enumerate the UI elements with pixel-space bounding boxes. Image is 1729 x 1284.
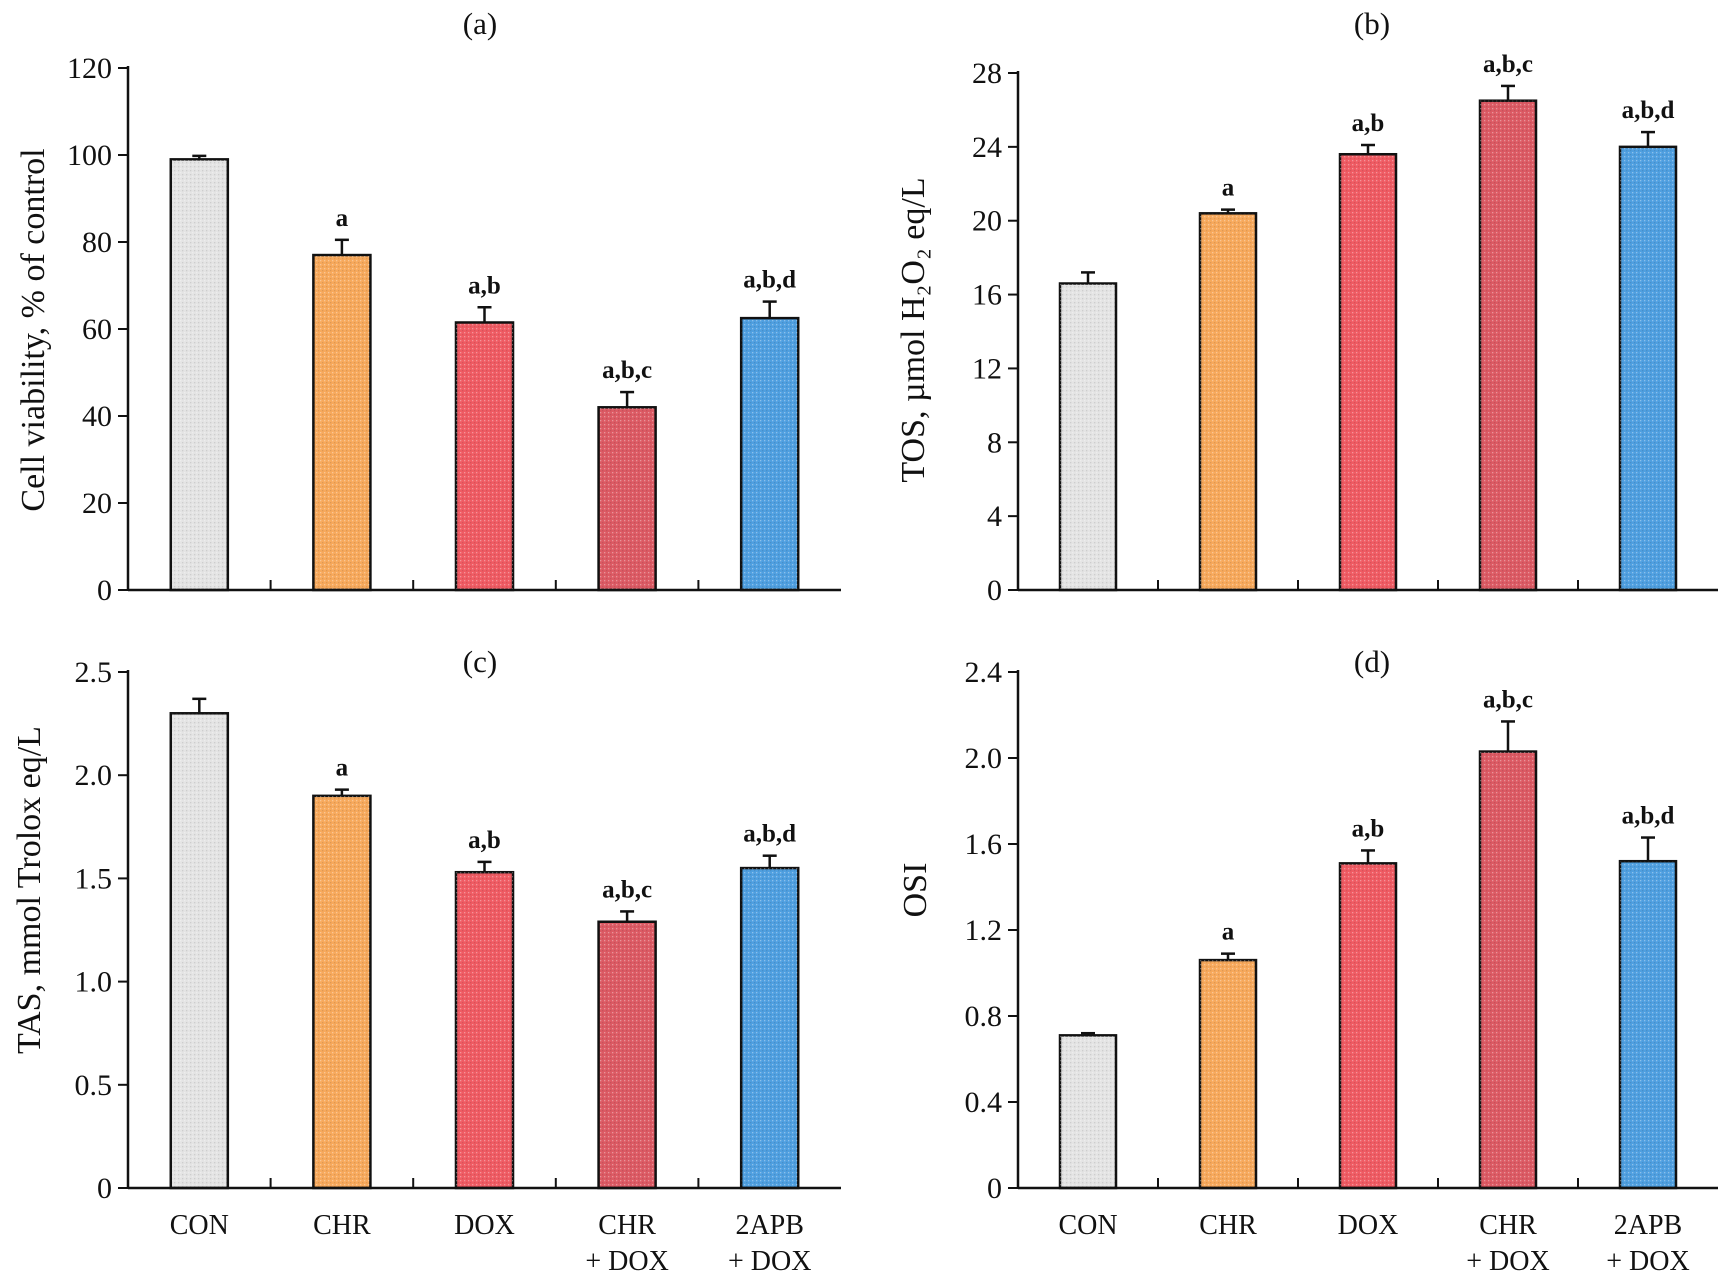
x-category-label: + DOX <box>728 1246 811 1277</box>
y-axis-title-c: TAS, mmol Trolox eq/L <box>11 726 48 1054</box>
significance-label: a,b,c <box>1483 686 1533 713</box>
y-tick-label: 8 <box>987 426 1002 459</box>
significance-label: a <box>336 755 349 782</box>
x-category-label: DOX <box>454 1210 515 1241</box>
panel-label-c: (c) <box>463 644 497 679</box>
significance-label: a,b,c <box>1483 51 1533 78</box>
significance-label: a,b,d <box>743 821 796 848</box>
y-tick-label: 0.5 <box>75 1069 113 1102</box>
y-tick-label: 2.0 <box>75 759 113 792</box>
significance-label: a <box>1222 175 1235 202</box>
bar-texture <box>1200 213 1256 591</box>
y-tick-label: 2.5 <box>75 656 113 689</box>
panel-c: (c) TAS, mmol Trolox eq/L 0 0.5 1.0 1.5 2.0 2… <box>11 644 841 1277</box>
bar-texture <box>455 322 514 590</box>
y-axis-title-a: Cell viability, % of control <box>15 148 52 511</box>
significance-label: a <box>336 205 349 232</box>
bar-texture <box>1060 1035 1116 1188</box>
panel-label-a: (a) <box>463 6 497 41</box>
y-tick-label: 28 <box>972 57 1002 90</box>
y-tick-label: 0.4 <box>965 1086 1003 1119</box>
significance-label: a,b <box>1352 110 1385 137</box>
bar-texture <box>1060 283 1116 590</box>
y-tick-label: 2.4 <box>965 656 1003 689</box>
x-category-label: CHR <box>1199 1210 1257 1241</box>
bar-texture <box>313 255 371 591</box>
significance-label: a,b <box>1352 815 1385 842</box>
y-tick-label: 1.5 <box>75 862 113 895</box>
y-tick-label: 1.2 <box>965 914 1003 947</box>
x-category-label: + DOX <box>1606 1246 1689 1277</box>
bar-texture <box>741 868 799 1188</box>
bar-texture <box>1480 100 1536 591</box>
significance-label: a,b,c <box>602 876 652 903</box>
x-category-label: CON <box>170 1210 229 1241</box>
significance-label: a,b <box>468 827 501 854</box>
y-tick-label: 4 <box>987 500 1002 533</box>
bar-texture <box>598 921 656 1188</box>
panel-a: (a) Cell viability, % of control 0 20 40 60… <box>15 6 841 607</box>
significance-label: a <box>1222 919 1235 946</box>
y-tick-label: 16 <box>972 279 1002 312</box>
bar-texture <box>741 318 799 590</box>
x-category-label: DOX <box>1338 1210 1399 1241</box>
y-tick-label: 0.8 <box>965 1000 1003 1033</box>
panel-label-b: (b) <box>1354 6 1390 41</box>
bar-texture <box>170 713 228 1188</box>
y-tick-label: 40 <box>82 400 112 433</box>
bar-texture <box>1620 861 1676 1188</box>
bar-texture <box>170 159 228 590</box>
significance-label: a,b,d <box>1622 97 1675 124</box>
bar-texture <box>1620 146 1676 590</box>
x-category-label: 2APB <box>1614 1210 1682 1241</box>
significance-label: a,b <box>468 272 501 299</box>
y-tick-label: 20 <box>82 487 112 520</box>
y-axis-title-d: OSI <box>897 863 934 918</box>
bar-texture <box>1340 863 1396 1188</box>
y-tick-label: 0 <box>987 1172 1002 1205</box>
y-tick-label: 0 <box>97 1172 112 1205</box>
bar-texture <box>1200 960 1256 1188</box>
y-tick-label: 2.0 <box>965 742 1003 775</box>
bar-texture <box>1480 751 1536 1188</box>
significance-label: a,b,c <box>602 357 652 384</box>
y-tick-label: 60 <box>82 313 112 346</box>
x-category-label: CON <box>1058 1210 1117 1241</box>
x-category-label: CHR <box>1479 1210 1537 1241</box>
x-category-label: + DOX <box>1466 1246 1549 1277</box>
significance-label: a,b,d <box>1622 803 1675 830</box>
y-tick-label: 120 <box>67 52 112 85</box>
bar-texture <box>1340 154 1396 590</box>
significance-label: a,b,d <box>743 267 796 294</box>
panel-label-d: (d) <box>1354 644 1390 679</box>
y-tick-label: 20 <box>972 205 1002 238</box>
panel-b: (b) TOS, µmol H₂O₂ eq/L 0 4 8 12 16 20 24 28 a a,… <box>895 6 1718 607</box>
x-category-label: CHR <box>598 1210 656 1241</box>
y-tick-label: 0 <box>987 574 1002 607</box>
bar-texture <box>598 407 656 590</box>
x-category-label: 2APB <box>735 1210 803 1241</box>
bar-texture <box>313 795 371 1188</box>
y-tick-label: 100 <box>67 139 112 172</box>
y-tick-label: 1.6 <box>965 828 1003 861</box>
panel-d: (d) OSI 0 0.4 0.8 1.2 1.6 2.0 2.4 a a,b a,b,c a,b,… <box>897 644 1718 1277</box>
y-tick-label: 1.0 <box>75 966 113 999</box>
x-category-label: + DOX <box>585 1246 668 1277</box>
y-tick-label: 0 <box>97 574 112 607</box>
y-tick-label: 80 <box>82 226 112 259</box>
y-tick-label: 24 <box>972 131 1002 164</box>
bar-texture <box>455 872 514 1188</box>
x-category-label: CHR <box>313 1210 371 1241</box>
y-axis-title-b: TOS, µmol H₂O₂ eq/L <box>895 177 932 482</box>
y-tick-label: 12 <box>972 352 1002 385</box>
